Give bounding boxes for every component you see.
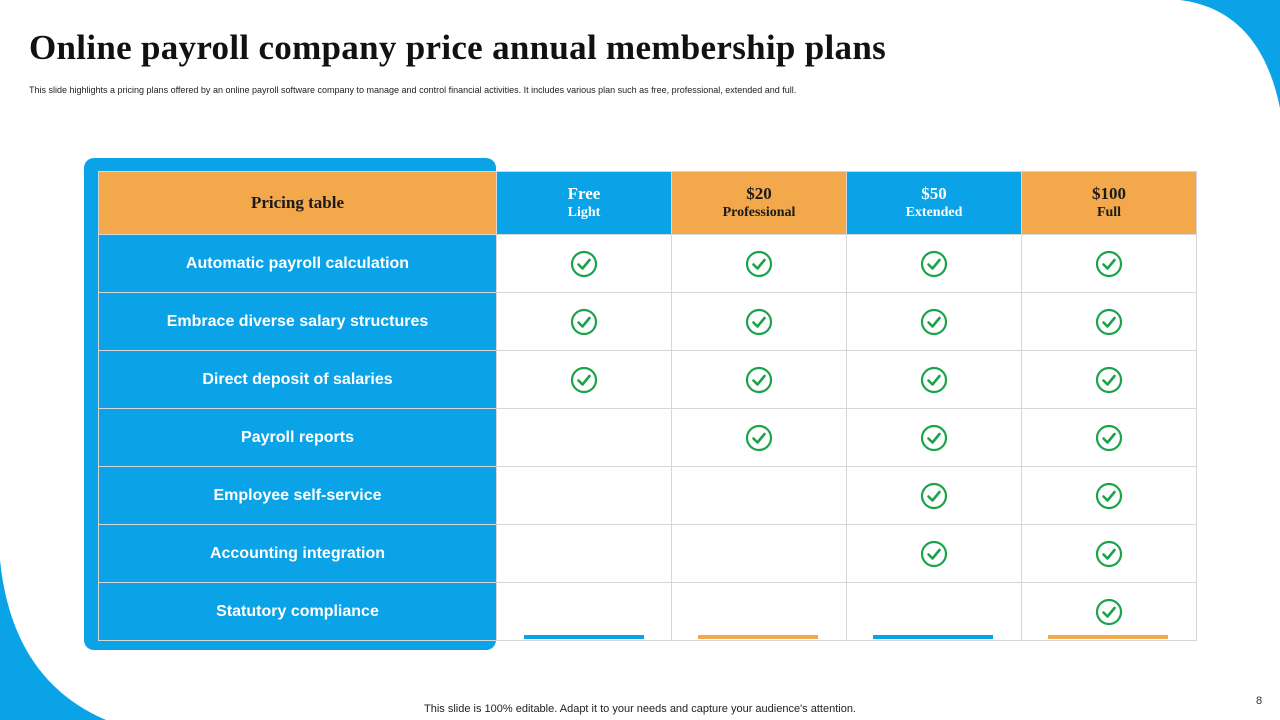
feature-availability-cell: [1021, 524, 1197, 583]
feature-availability-cell: [671, 408, 847, 467]
feature-label: Statutory compliance: [98, 582, 497, 641]
feature-availability-cell: [1021, 466, 1197, 525]
feature-availability-cell: [671, 466, 847, 525]
feature-label: Direct deposit of salaries: [98, 350, 497, 409]
check-circle-icon: [1095, 250, 1123, 278]
pricing-table: Pricing table Free Light $20 Professiona…: [98, 171, 1197, 641]
plan-name: Extended: [905, 205, 963, 220]
check-circle-icon: [1095, 424, 1123, 452]
feature-row: Accounting integration: [98, 524, 1197, 583]
check-circle-icon: [920, 366, 948, 394]
plan-free-header: Free Light: [496, 171, 672, 235]
check-circle-icon: [1095, 308, 1123, 336]
check-circle-icon: [570, 366, 598, 394]
feature-availability-cell: [846, 350, 1022, 409]
feature-availability-cell: [1021, 408, 1197, 467]
plan-extended-accent-bar: [873, 635, 993, 639]
check-circle-icon: [1095, 482, 1123, 510]
feature-availability-cell: [846, 466, 1022, 525]
plan-free-accent-bar: [524, 635, 644, 639]
slide-footer: This slide is 100% editable. Adapt it to…: [424, 703, 856, 715]
check-circle-icon: [745, 308, 773, 336]
feature-availability-cell: [846, 292, 1022, 351]
plan-professional-header: $20 Professional: [671, 171, 847, 235]
feature-availability-cell: [496, 582, 672, 641]
check-circle-icon: [920, 424, 948, 452]
feature-label: Automatic payroll calculation: [98, 234, 497, 293]
feature-availability-cell: [1021, 234, 1197, 293]
plan-price: $100: [1092, 184, 1126, 203]
plan-professional-accent-bar: [698, 635, 818, 639]
check-circle-icon: [1095, 366, 1123, 394]
feature-availability-cell: [496, 234, 672, 293]
feature-availability-cell: [846, 582, 1022, 641]
feature-row: Embrace diverse salary structures: [98, 292, 1197, 351]
slide-subtitle: This slide highlights a pricing plans of…: [29, 85, 797, 95]
feature-availability-cell: [496, 466, 672, 525]
check-circle-icon: [570, 250, 598, 278]
check-circle-icon: [570, 308, 598, 336]
feature-label: Embrace diverse salary structures: [98, 292, 497, 351]
feature-availability-cell: [1021, 350, 1197, 409]
feature-row: Payroll reports: [98, 408, 1197, 467]
check-circle-icon: [1095, 598, 1123, 626]
plan-price: Free: [567, 184, 601, 203]
feature-row: Direct deposit of salaries: [98, 350, 1197, 409]
feature-availability-cell: [496, 408, 672, 467]
feature-availability-cell: [671, 292, 847, 351]
plan-extended-header: $50 Extended: [846, 171, 1022, 235]
feature-availability-cell: [496, 524, 672, 583]
feature-row: Statutory compliance: [98, 582, 1197, 641]
page-number: 8: [1256, 695, 1263, 707]
feature-availability-cell: [1021, 292, 1197, 351]
feature-availability-cell: [496, 292, 672, 351]
plan-price: $20: [746, 184, 772, 203]
plan-name: Full: [1096, 205, 1122, 220]
feature-availability-cell: [1021, 582, 1197, 641]
slide-title: Online payroll company price annual memb…: [29, 28, 887, 67]
feature-availability-cell: [671, 350, 847, 409]
feature-label: Accounting integration: [98, 524, 497, 583]
check-circle-icon: [920, 540, 948, 568]
feature-row: Automatic payroll calculation: [98, 234, 1197, 293]
feature-availability-cell: [671, 524, 847, 583]
feature-row: Employee self-service: [98, 466, 1197, 525]
feature-availability-cell: [496, 350, 672, 409]
feature-availability-cell: [846, 524, 1022, 583]
pricing-header-row: Pricing table Free Light $20 Professiona…: [98, 171, 1197, 235]
top-right-blue-arc: [1140, 0, 1280, 110]
pricing-table-header: Pricing table: [98, 171, 497, 235]
bottom-left-blue-arc: [0, 560, 110, 720]
plan-name: Professional: [722, 205, 796, 220]
feature-availability-cell: [846, 234, 1022, 293]
check-circle-icon: [745, 250, 773, 278]
check-circle-icon: [920, 250, 948, 278]
check-circle-icon: [745, 424, 773, 452]
feature-availability-cell: [671, 234, 847, 293]
plan-full-accent-bar: [1048, 635, 1168, 639]
feature-label: Employee self-service: [98, 466, 497, 525]
plan-price: $50: [921, 184, 947, 203]
feature-availability-cell: [846, 408, 1022, 467]
feature-label: Payroll reports: [98, 408, 497, 467]
plan-full-header: $100 Full: [1021, 171, 1197, 235]
check-circle-icon: [745, 366, 773, 394]
plan-name: Light: [567, 205, 601, 220]
feature-availability-cell: [671, 582, 847, 641]
check-circle-icon: [920, 308, 948, 336]
check-circle-icon: [1095, 540, 1123, 568]
feature-rows: Automatic payroll calculation Embrace div…: [98, 234, 1197, 641]
check-circle-icon: [920, 482, 948, 510]
